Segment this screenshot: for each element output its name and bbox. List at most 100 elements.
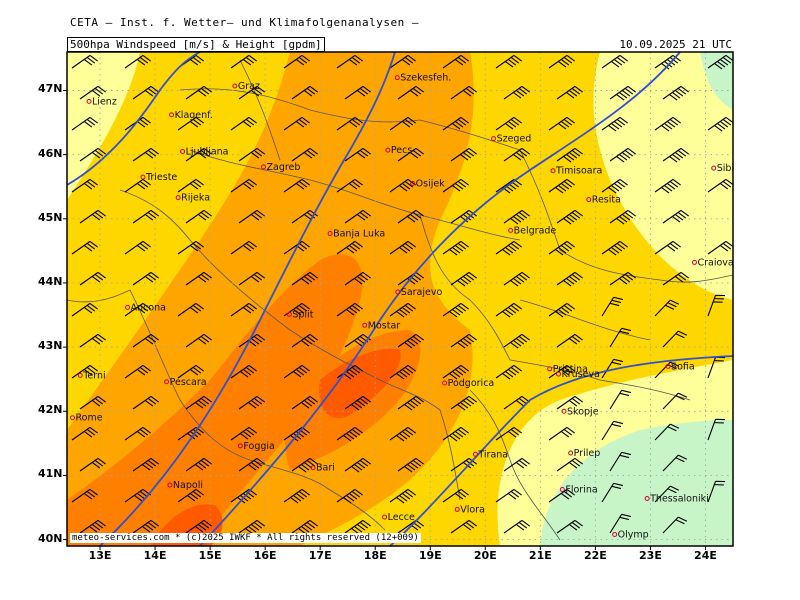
wind-barb: [503, 395, 530, 410]
wind-barb: [601, 240, 628, 256]
wind-barb: [132, 85, 159, 100]
wind-barb: [79, 457, 106, 472]
city-marker: Osijek: [410, 179, 446, 190]
city-marker: Pristina: [547, 364, 588, 375]
city-marker: Sofia: [665, 361, 695, 372]
city-marker: Sarajevo: [395, 287, 442, 298]
border-line: [469, 389, 561, 541]
wind-barb: [336, 426, 363, 442]
wind-barb: [556, 209, 583, 225]
wind-barb: [79, 85, 106, 100]
lon-tick-label: 20E: [473, 549, 497, 562]
wind-barb: [71, 364, 98, 379]
city-marker: Timisoara: [550, 166, 602, 177]
city-dot: [556, 371, 562, 377]
wind-barb: [397, 333, 424, 349]
wind-barb: [132, 147, 159, 162]
wind-barb: [238, 209, 265, 224]
city-label: Resita: [592, 195, 621, 206]
city-label: Pecs: [391, 145, 412, 156]
city-marker: Mostar: [362, 320, 400, 331]
city-label: Florina: [565, 485, 597, 496]
city-dot: [286, 311, 292, 317]
wind-barb: [124, 54, 151, 69]
wind-barb: [609, 451, 632, 472]
border-line: [519, 149, 733, 283]
wind-barb: [132, 209, 159, 224]
wind-barb: [238, 271, 265, 286]
wind-barb: [283, 302, 310, 317]
wind-barb: [79, 209, 106, 224]
wind-barb: [185, 333, 212, 348]
city-dot: [394, 75, 400, 81]
city-marker: Kruseva: [556, 369, 600, 380]
lon-tick-label: 15E: [198, 549, 222, 562]
lon-tick-label: 14E: [143, 549, 167, 562]
city-marker: Bari: [310, 463, 335, 474]
wind-barb: [344, 395, 371, 411]
wind-barb: [79, 333, 106, 348]
city-label: Szeged: [497, 134, 532, 145]
border-line: [179, 88, 521, 151]
wind-barb: [389, 116, 416, 131]
wind-barb: [389, 364, 416, 380]
city-label: Rome: [76, 413, 103, 424]
city-marker: Foggia: [237, 441, 275, 452]
wind-barb: [238, 85, 265, 100]
wind-barb: [601, 358, 624, 379]
wind-barb: [548, 240, 575, 256]
wind-barb: [177, 364, 204, 379]
wind-barb: [336, 54, 363, 69]
wind-barb: [548, 426, 575, 441]
wind-barb: [185, 519, 212, 534]
copyright-footer: meteo-services.com * (c)2025 IWKF * All …: [70, 533, 421, 543]
wind-barb: [389, 178, 416, 193]
city-dot: [665, 363, 671, 369]
wind-barb: [548, 178, 575, 194]
city-label: Timisoara: [555, 166, 602, 177]
city-label: Vlora: [460, 504, 485, 515]
wind-barb: [389, 426, 416, 442]
wind-barb: [397, 209, 424, 224]
city-dot: [382, 514, 388, 520]
wind-barb: [548, 54, 575, 69]
lat-tick-label: 40N: [38, 531, 63, 545]
lat-tick-label: 43N: [38, 339, 63, 353]
wind-barb: [124, 426, 151, 441]
city-marker: Florina: [559, 485, 598, 496]
wind-barb: [707, 116, 733, 132]
city-marker: Lecce: [382, 512, 415, 523]
city-label: Podgorica: [448, 378, 495, 389]
border-line: [509, 359, 691, 401]
lat-tick-label: 41N: [38, 467, 63, 481]
city-label: Pescara: [170, 377, 207, 388]
wind-barb: [132, 519, 159, 534]
city-label: Olymp: [618, 529, 649, 540]
wind-barb: [177, 488, 204, 503]
height-contour: [199, 52, 681, 546]
wind-barb: [344, 147, 371, 162]
wind-barb: [495, 302, 522, 318]
wind-barb: [238, 395, 265, 410]
wind-barb: [185, 395, 212, 410]
wind-barb: [230, 54, 257, 69]
city-dot: [237, 443, 243, 449]
city-marker: Banja Luka: [327, 229, 385, 240]
city-marker: Pescara: [164, 377, 207, 388]
wind-barb: [389, 240, 416, 255]
wind-barb: [389, 488, 416, 504]
wind-barb: [79, 395, 106, 410]
city-label: Osijek: [416, 179, 446, 190]
wind-barb: [185, 209, 212, 224]
city-dot: [167, 482, 173, 488]
wind-barb: [654, 178, 681, 194]
wind-barb: [185, 147, 212, 162]
city-dot: [362, 322, 368, 328]
wind-barb: [556, 333, 583, 348]
wind-barb: [283, 488, 310, 504]
city-label: Ljubljana: [186, 146, 229, 157]
city-dot: [410, 181, 416, 187]
wind-barb: [344, 271, 371, 286]
city-label: Klagenf.: [175, 110, 213, 121]
city-dot: [310, 465, 316, 471]
